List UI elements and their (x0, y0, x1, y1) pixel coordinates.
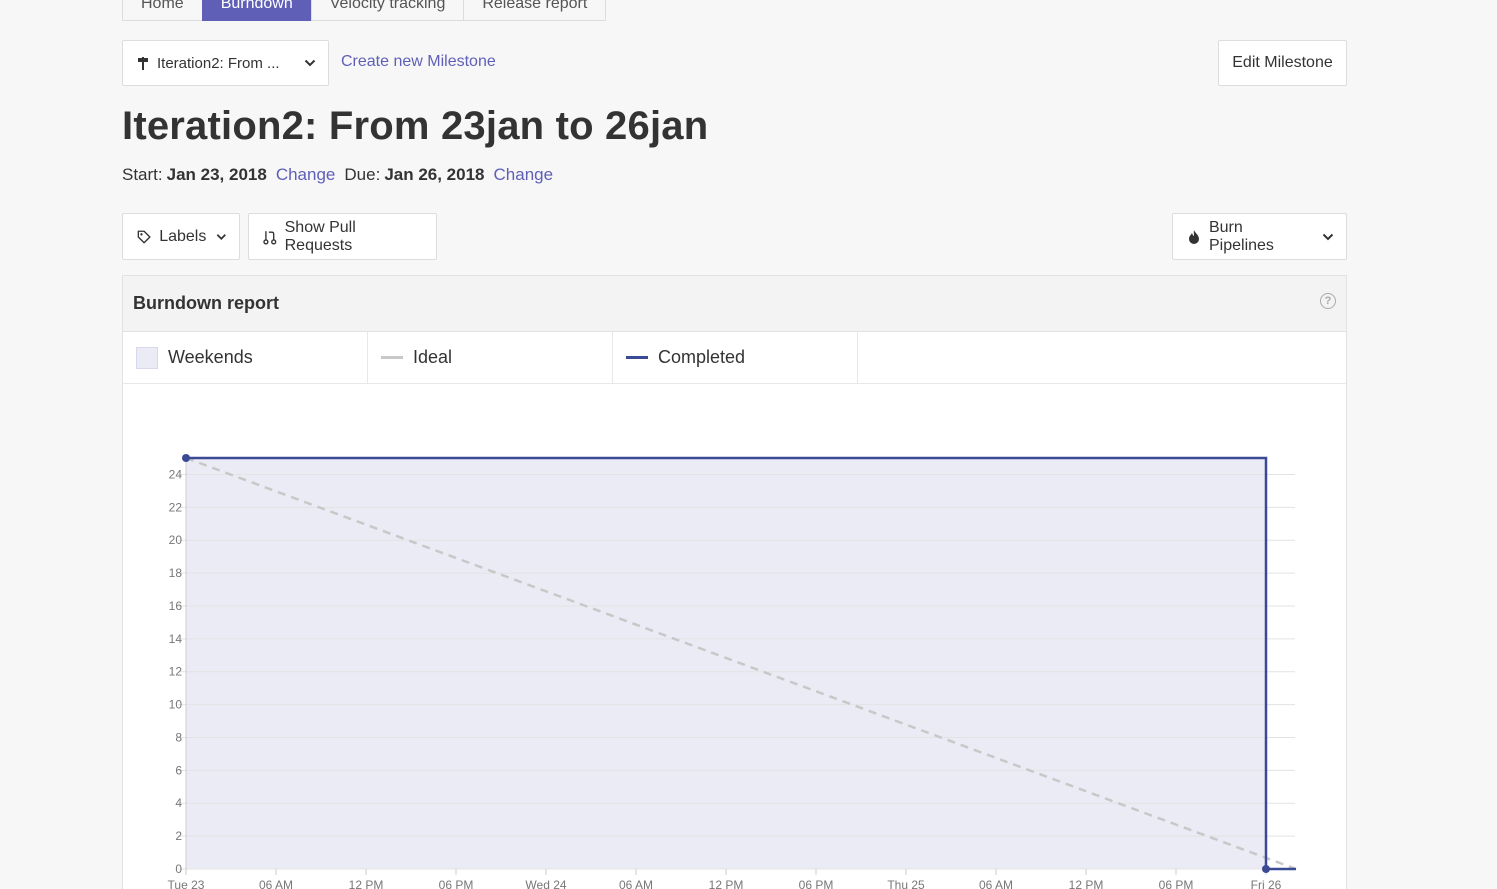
y-tick-label: 20 (169, 533, 183, 547)
labels-filter-label: Labels (159, 227, 207, 245)
pull-request-icon (263, 230, 277, 244)
milestone-dates: Start: Jan 23, 2018 Change Due: Jan 26, … (122, 165, 562, 185)
x-tick-label: Tue 23 (168, 878, 205, 889)
x-tick-label: 06 AM (619, 878, 653, 889)
completed-point (182, 454, 190, 462)
start-date: Jan 23, 2018 (166, 165, 267, 184)
flame-icon (1188, 229, 1199, 244)
start-label: Start: (122, 165, 163, 184)
tab-burndown[interactable]: Burndown (201, 0, 311, 21)
page-title: Iteration2: From 23jan to 26jan (122, 104, 709, 148)
x-tick-label: 12 PM (349, 878, 384, 889)
legend-ideal[interactable]: Ideal (368, 332, 613, 383)
create-milestone-link[interactable]: Create new Milestone (341, 53, 496, 70)
completed-area (186, 458, 1266, 869)
legend-weekends-label: Weekends (168, 347, 253, 367)
y-tick-label: 4 (175, 796, 182, 810)
help-icon[interactable]: ? (1320, 293, 1336, 309)
y-tick-label: 24 (169, 467, 183, 481)
y-tick-label: 2 (175, 829, 182, 843)
y-tick-label: 0 (175, 862, 182, 876)
chart-legend: Weekends Ideal Completed (123, 332, 1346, 384)
show-pull-requests-label: Show Pull Requests (284, 218, 356, 254)
burn-pipelines-label: Burn Pipelines (1208, 218, 1274, 254)
x-tick-label: Wed 24 (525, 878, 566, 889)
report-header: Burndown report ? (123, 276, 1346, 332)
due-label: Due: (344, 165, 381, 184)
y-tick-label: 18 (169, 566, 183, 580)
y-tick-label: 8 (175, 730, 182, 744)
x-tick-label: Thu 25 (887, 878, 925, 889)
change-due-link[interactable]: Change (493, 165, 554, 184)
milestone-select[interactable]: Iteration2: From ... (122, 40, 329, 86)
x-tick-label: 12 PM (1069, 878, 1104, 889)
burn-pipelines-button[interactable]: Burn Pipelines (1172, 213, 1347, 260)
tab-home[interactable]: Home (122, 0, 202, 21)
chevron-down-icon (1322, 233, 1334, 240)
y-tick-label: 10 (169, 698, 183, 712)
view-tabs: Home Burndown Velocity tracking Release … (122, 0, 607, 21)
legend-completed[interactable]: Completed (613, 332, 858, 383)
legend-completed-label: Completed (658, 347, 746, 367)
ideal-line (185, 456, 1297, 871)
x-tick-label: 06 PM (799, 878, 834, 889)
y-tick-label: 16 (169, 599, 183, 613)
y-tick-label: 12 (169, 665, 183, 679)
chevron-down-icon (217, 233, 227, 240)
tag-icon (137, 230, 151, 243)
legend-weekends[interactable]: Weekends (123, 332, 368, 383)
y-tick-label: 14 (169, 632, 183, 646)
labels-filter-button[interactable]: Labels (122, 213, 240, 260)
y-tick-label: 6 (175, 763, 182, 777)
x-tick-label: 06 PM (1159, 878, 1194, 889)
ideal-swatch (381, 356, 403, 359)
legend-ideal-label: Ideal (413, 347, 453, 367)
weekend-swatch (136, 346, 158, 369)
tab-velocity-tracking[interactable]: Velocity tracking (310, 0, 464, 21)
x-tick-label: 12 PM (709, 878, 744, 889)
tab-release-report[interactable]: Release report (463, 0, 607, 21)
show-pull-requests-button[interactable]: Show Pull Requests (248, 213, 437, 260)
milestone-icon (138, 57, 148, 70)
chevron-down-icon (304, 59, 316, 67)
x-tick-label: 06 AM (259, 878, 293, 889)
change-start-link[interactable]: Change (275, 165, 336, 184)
completed-point (1262, 865, 1270, 873)
edit-milestone-button[interactable]: Edit Milestone (1218, 40, 1347, 86)
x-tick-label: 06 PM (439, 878, 474, 889)
y-tick-label: 22 (169, 500, 183, 514)
completed-line (186, 456, 1296, 871)
x-tick-label: 06 AM (979, 878, 1013, 889)
due-date: Jan 26, 2018 (384, 165, 485, 184)
milestone-select-label: Iteration2: From ... (157, 54, 280, 72)
x-tick-label: Fri 26 (1251, 878, 1282, 889)
report-title: Burndown report (133, 293, 279, 313)
completed-swatch (626, 356, 648, 359)
